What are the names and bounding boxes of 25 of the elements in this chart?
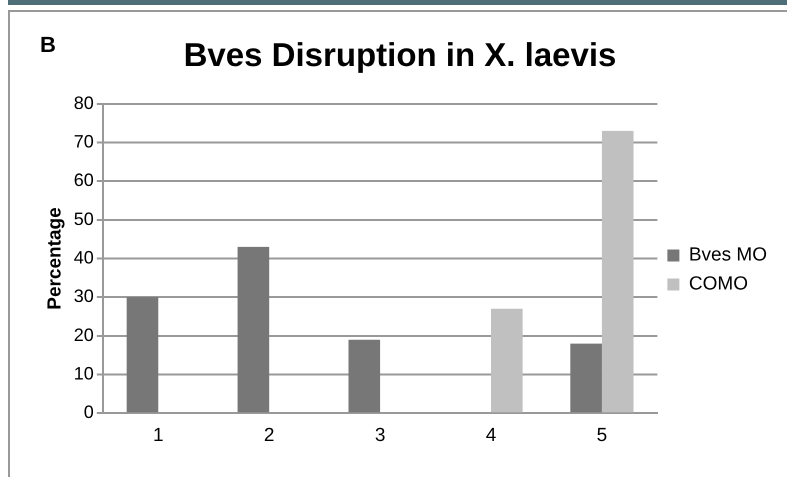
bar	[570, 344, 602, 412]
bar	[238, 246, 270, 412]
y-tick-label: 40	[74, 247, 94, 268]
x-tick-label: 1	[152, 424, 164, 446]
y-tick-label: 70	[74, 131, 94, 152]
bar	[491, 308, 523, 412]
y-tick-label: 0	[84, 402, 94, 422]
y-axis-title: Percentage	[44, 207, 66, 310]
y-tick-label: 10	[74, 363, 94, 384]
x-tick-label: 5	[596, 424, 608, 446]
bar	[348, 340, 380, 412]
x-tick-label: 2	[264, 424, 274, 446]
x-tick-label: 3	[374, 424, 386, 446]
y-tick-label: 60	[74, 170, 94, 190]
chart-title: Bves Disruption in X. laevis	[182, 36, 618, 74]
legend-label: COMO	[688, 274, 748, 295]
bar	[602, 130, 634, 412]
text: B	[40, 32, 56, 58]
y-tick-label: 50	[74, 208, 94, 229]
x-tick-label: 4	[486, 424, 497, 446]
y-tick-label: 30	[74, 286, 94, 306]
legend-label: Bves MO	[688, 244, 767, 266]
y-tick-label: 20	[74, 324, 94, 345]
bar	[126, 297, 158, 412]
y-tick-label: 80	[74, 92, 94, 113]
